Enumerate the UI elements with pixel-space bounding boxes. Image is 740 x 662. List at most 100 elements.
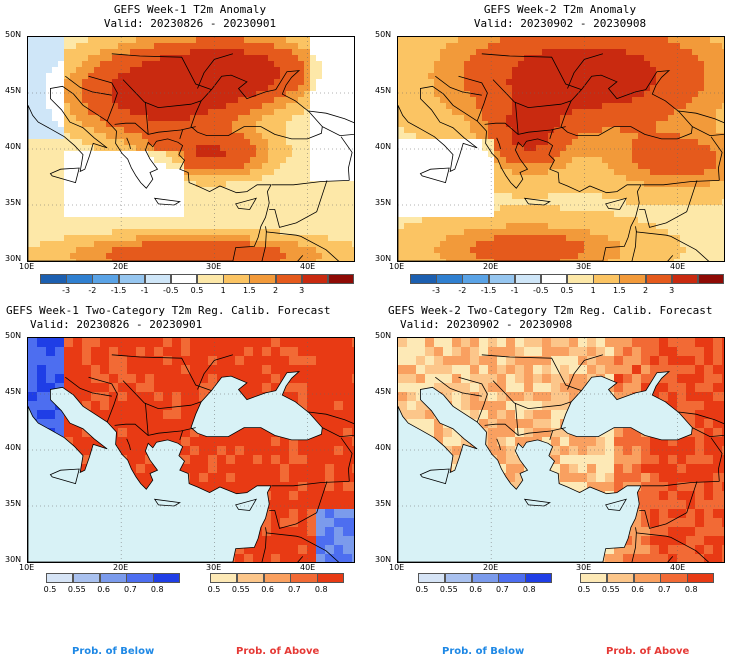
map-svg-1 bbox=[28, 37, 354, 261]
colorbar-tick-label: 0.5 bbox=[560, 286, 574, 295]
colorbar-swatch bbox=[275, 274, 303, 284]
lat-label: 50N bbox=[375, 331, 392, 340]
colorbar-swatch bbox=[66, 274, 93, 284]
colorbar-swatch bbox=[118, 274, 146, 284]
mediterranean-sea bbox=[398, 387, 642, 562]
colorbar-swatch bbox=[210, 573, 238, 583]
colorbar-tick-label: 0.6 bbox=[97, 585, 110, 594]
colorbar-swatch bbox=[606, 573, 635, 583]
lon-label: 20E bbox=[113, 563, 129, 572]
lon-label: 20E bbox=[483, 262, 499, 271]
lat-label: 50N bbox=[5, 331, 22, 340]
colorbar-tick-label: 0.5 bbox=[43, 585, 57, 594]
colorbar-swatch bbox=[444, 573, 473, 583]
colorbar-swatch bbox=[593, 274, 620, 284]
colorbar-tick-label: 1.5 bbox=[612, 286, 626, 295]
anomaly-colorbar-1: -3 -2 -1.5 -1 -0.5 0.5 1 1.5 2 3 bbox=[40, 274, 355, 295]
colorbar-tick-label: -1 bbox=[140, 286, 149, 295]
colorbar-tick-label: -1.5 bbox=[480, 286, 497, 295]
colorbar-swatch bbox=[327, 274, 355, 284]
colorbar-tick-label: -2 bbox=[88, 286, 97, 295]
lat-label: 30N bbox=[375, 254, 392, 263]
colorbar-tick-label: 0.5 bbox=[415, 585, 429, 594]
colorbar-tick-label: 0.55 bbox=[67, 585, 86, 594]
colorbar-tick-label: 0.55 bbox=[231, 585, 250, 594]
colorbar-swatch bbox=[619, 274, 646, 284]
colorbar-tick-label: 0.8 bbox=[684, 585, 698, 594]
lat-label: 30N bbox=[5, 555, 22, 564]
lat-label: 40N bbox=[5, 443, 22, 452]
colorbar-tick-label: 3 bbox=[299, 286, 305, 295]
colorbar-swatch bbox=[263, 573, 291, 583]
colorbar-tick-label: 0.5 bbox=[577, 585, 591, 594]
colorbar-tick-label: 0.7 bbox=[288, 585, 301, 594]
legend-above-2: Prob. of Above bbox=[606, 646, 690, 657]
map-panel-week2-anomaly bbox=[397, 36, 725, 262]
colorbar-swatch bbox=[301, 274, 329, 284]
colorbar-tick-label: 1.5 bbox=[242, 286, 256, 295]
panel-4-valid-text: Valid: 20230902 - 20230908 bbox=[400, 318, 573, 331]
prob-colorbar-above-1: 0.5 0.55 0.6 0.7 0.8 bbox=[208, 573, 345, 594]
panel-2-title-text: GEFS Week-2 T2m Anomaly bbox=[483, 3, 637, 16]
colorbar-swatch bbox=[223, 274, 250, 284]
prob-colorbar-above-2: 0.5 0.55 0.6 0.7 0.8 bbox=[578, 573, 715, 594]
lat-label: 45N bbox=[375, 86, 392, 95]
panel-1-title-text: GEFS Week-1 T2m Anomaly bbox=[113, 3, 267, 16]
map-svg-4 bbox=[398, 338, 724, 562]
lat-label: 45N bbox=[5, 86, 22, 95]
colorbar-swatch bbox=[290, 573, 318, 583]
colorbar-swatch bbox=[567, 274, 594, 284]
colorbar-tick-label: -3 bbox=[432, 286, 441, 295]
panel-2-valid-text: Valid: 20230902 - 20230908 bbox=[473, 17, 647, 30]
colorbar-swatch bbox=[687, 573, 715, 583]
lon-label: 30E bbox=[576, 262, 592, 271]
black-sea bbox=[561, 371, 693, 440]
colorbar-swatch bbox=[197, 274, 224, 284]
colorbar-swatch bbox=[153, 573, 181, 583]
prob-colorbar-below-2: 0.5 0.55 0.6 0.7 0.8 bbox=[416, 573, 553, 594]
panel-3-valid-text: Valid: 20230826 - 20230901 bbox=[30, 318, 203, 331]
colorbar-swatch bbox=[144, 274, 172, 284]
gridlines bbox=[398, 338, 724, 562]
colorbar-tick-label: 0.6 bbox=[469, 585, 482, 594]
colorbar-tick-label: 0.5 bbox=[190, 286, 204, 295]
colorbar-tick-label: 0.7 bbox=[658, 585, 671, 594]
panel-4-title-text: GEFS Week-2 Two-Category T2m Reg. Calib.… bbox=[388, 304, 713, 317]
colorbar-swatch bbox=[40, 274, 67, 284]
gridlines bbox=[28, 338, 354, 562]
map-svg-2 bbox=[398, 37, 724, 261]
coastlines bbox=[398, 53, 724, 261]
colorbar-tick-label: 0.7 bbox=[124, 585, 137, 594]
lon-label: 30E bbox=[206, 262, 222, 271]
colorbar-tick-label: 0.8 bbox=[314, 585, 328, 594]
colorbar-swatch bbox=[46, 573, 74, 583]
colorbar-tick-label: 2 bbox=[272, 286, 279, 295]
lon-label: 10E bbox=[19, 563, 35, 572]
panel-3-title: GEFS Week-1 Two-Category T2m Reg. Calib.… bbox=[0, 304, 370, 332]
lon-label: 40E bbox=[670, 563, 686, 572]
lon-label: 10E bbox=[19, 262, 35, 271]
lon-label: 10E bbox=[389, 262, 405, 271]
colorbar-swatch bbox=[170, 274, 198, 284]
prob-colorbar-below-1: 0.5 0.55 0.6 0.7 0.8 bbox=[44, 573, 181, 594]
colorbar-swatch bbox=[317, 573, 345, 583]
colorbar-swatch bbox=[660, 573, 688, 583]
colorbar-tick-label: -3 bbox=[62, 286, 71, 295]
colorbar-swatch bbox=[418, 573, 446, 583]
colorbar-swatch bbox=[436, 274, 463, 284]
colorbar-tick-label: 1 bbox=[220, 286, 226, 295]
field-raster bbox=[398, 37, 724, 261]
legend-below-2: Prob. of Below bbox=[442, 646, 525, 657]
colorbar-swatch bbox=[72, 573, 101, 583]
colorbar-swatch bbox=[540, 274, 568, 284]
colorbar-tick-label: 0.7 bbox=[496, 585, 509, 594]
colorbar-swatch bbox=[410, 274, 437, 284]
panel-4-title: GEFS Week-2 Two-Category T2m Reg. Calib.… bbox=[370, 304, 740, 332]
lat-label: 35N bbox=[375, 198, 392, 207]
legend-below-1: Prob. of Below bbox=[72, 646, 155, 657]
coastlines bbox=[28, 354, 354, 562]
lon-label: 20E bbox=[113, 262, 129, 271]
colorbar-swatch bbox=[488, 274, 516, 284]
coastlines bbox=[398, 354, 724, 562]
colorbar-tick-label: -1.5 bbox=[110, 286, 127, 295]
